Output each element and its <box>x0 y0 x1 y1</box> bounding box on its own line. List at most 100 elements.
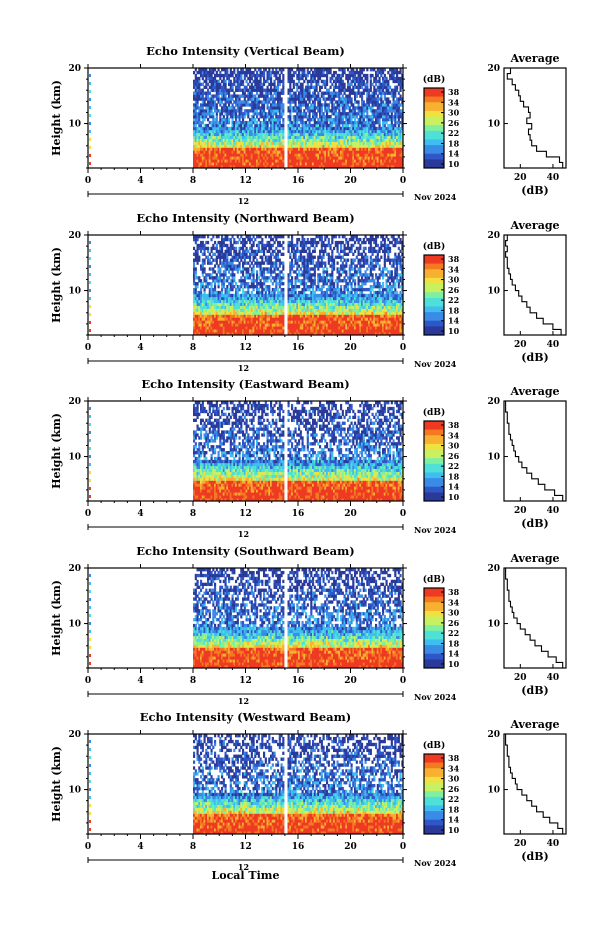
heatmap-cell <box>271 270 274 274</box>
heatmap-cell <box>278 132 281 137</box>
heatmap-cell <box>235 264 238 268</box>
heatmap-cell <box>343 103 346 107</box>
heatmap-cell <box>238 252 241 256</box>
heatmap-cell <box>215 135 218 139</box>
heatmap-cell <box>201 94 204 98</box>
heatmap-cell <box>217 100 220 104</box>
heatmap-cell <box>247 311 250 315</box>
heatmap-cell <box>371 138 374 142</box>
heatmap-cell <box>212 329 215 333</box>
heatmap-cell <box>292 123 295 128</box>
heatmap-cell <box>266 329 269 333</box>
heatmap-cell <box>235 249 238 254</box>
heatmap-cell <box>226 302 229 306</box>
beam-panel-1: Echo Intensity (Vertical Beam)2010Height… <box>50 44 567 206</box>
heatmap-cell <box>305 100 308 104</box>
heatmap-cell <box>229 68 232 72</box>
heatmap-cell <box>242 261 245 265</box>
heatmap-cell <box>366 91 369 95</box>
heatmap-cell <box>278 332 281 336</box>
heatmap-cell <box>201 240 204 245</box>
heatmap-cell <box>228 246 231 251</box>
heatmap-cell <box>256 88 259 92</box>
heatmap-cell <box>205 332 208 336</box>
heatmap-cell <box>254 302 257 306</box>
heatmap-cell <box>303 115 306 119</box>
heatmap-cell <box>250 106 253 110</box>
heatmap-cell <box>224 126 227 131</box>
heatmap-cell <box>268 76 271 81</box>
heatmap-cell <box>390 73 393 78</box>
heatmap-cell <box>249 153 252 157</box>
colorbar-segment <box>424 122 444 126</box>
heatmap-cell <box>310 79 313 84</box>
heatmap-cell <box>348 147 351 151</box>
heatmap-cell <box>271 70 274 75</box>
heatmap-cell <box>362 132 365 137</box>
heatmap-cell <box>222 123 225 128</box>
heatmap-cell <box>219 296 222 301</box>
heatmap-cell <box>387 85 390 89</box>
heatmap-cell <box>308 118 311 122</box>
heatmap-cell <box>222 302 225 306</box>
heatmap-cell <box>392 100 395 104</box>
heatmap-cell <box>306 165 309 169</box>
heatmap-cell <box>278 293 281 298</box>
heatmap-cell <box>214 147 217 151</box>
heatmap-cell <box>355 126 358 131</box>
heatmap-cell <box>298 97 301 101</box>
heatmap-cell <box>329 147 332 151</box>
heatmap-cell <box>380 73 383 78</box>
heatmap-cell <box>259 296 262 301</box>
colorbar-segment <box>424 150 444 155</box>
heatmap-cell <box>301 165 304 169</box>
heatmap-cell <box>214 165 217 169</box>
heatmap-cell <box>271 165 274 169</box>
heatmap-cell <box>322 118 325 122</box>
heatmap-cell <box>333 162 336 166</box>
heatmap-cell <box>338 115 341 119</box>
heatmap-cell <box>194 311 197 315</box>
heatmap-cell <box>289 159 292 163</box>
heatmap-cell <box>294 82 297 87</box>
heatmap-cell <box>210 120 213 125</box>
heatmap-cell <box>203 103 206 107</box>
heatmap-cell <box>361 118 364 122</box>
heatmap-cell <box>240 258 243 262</box>
heatmap-cell <box>256 76 259 81</box>
heatmap-cell <box>266 267 269 271</box>
heatmap-cell <box>271 138 274 142</box>
heatmap-cell <box>385 79 388 84</box>
x-tick-label: 4 <box>137 176 143 186</box>
heatmap-cell <box>277 249 280 254</box>
heatmap-cell <box>338 112 341 116</box>
heatmap-cell <box>347 144 350 148</box>
heatmap-cell <box>245 252 248 256</box>
heatmap-cell <box>383 106 386 110</box>
heatmap-cell <box>250 73 253 78</box>
heatmap-cell <box>249 235 252 239</box>
heatmap-cell <box>229 249 232 254</box>
heatmap-cell <box>250 246 253 251</box>
heatmap-cell <box>298 73 301 78</box>
heatmap-cell <box>292 70 295 75</box>
heatmap-cell <box>385 132 388 137</box>
heatmap-cell <box>396 135 399 139</box>
heatmap-cell <box>331 153 334 157</box>
heatmap-cell <box>196 326 199 330</box>
heatmap-cell <box>277 162 280 166</box>
heatmap-cell <box>366 103 369 107</box>
heatmap-cell <box>261 115 264 119</box>
heatmap-cell <box>268 132 271 137</box>
colorbar-segment <box>424 88 444 92</box>
heatmap-cell <box>392 73 395 78</box>
heatmap-cell <box>292 165 295 169</box>
heatmap-cell <box>243 123 246 128</box>
heatmap-cell <box>345 76 348 81</box>
heatmap-cell <box>382 150 385 154</box>
heatmap-cell <box>275 235 278 239</box>
heatmap-cell <box>201 115 204 119</box>
heatmap-cell <box>215 132 218 137</box>
heatmap-cell <box>200 112 203 116</box>
heatmap-cell <box>312 159 315 163</box>
